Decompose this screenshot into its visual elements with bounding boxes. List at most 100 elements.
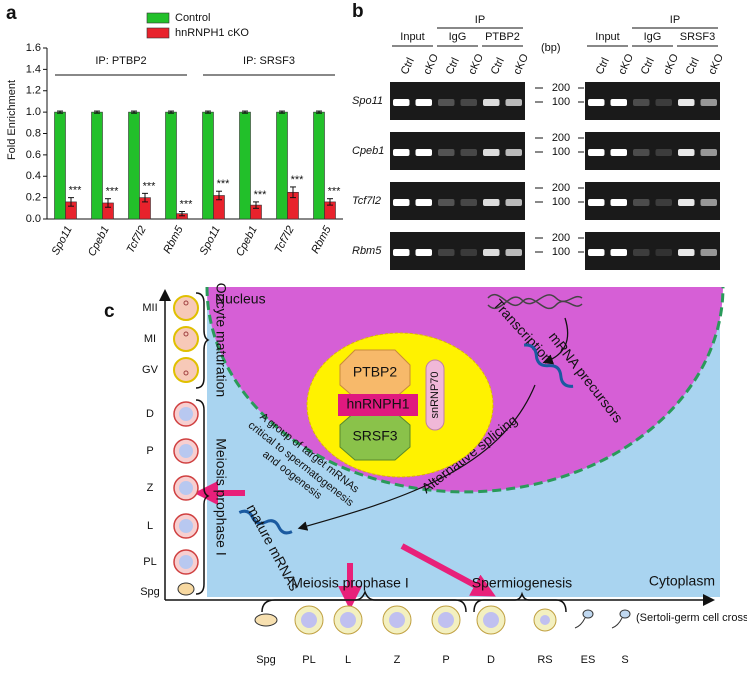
header-label: IP	[475, 14, 485, 26]
gel-band	[483, 199, 500, 206]
cell-nucleus	[389, 612, 405, 628]
gel-image	[390, 232, 525, 270]
gel-band	[415, 249, 432, 256]
marker-label: 200	[552, 132, 570, 144]
bar-chart: 0.0 0.2 0.4 0.6 0.8 1.0 1.2 1.4 1.6 *** Spo11 *** Cp…	[26, 12, 343, 258]
gel-image	[390, 182, 525, 220]
crosstalk-label: (Sertoli-germ cell crosstalk)	[636, 612, 747, 624]
lane-label: cKO	[466, 52, 486, 77]
gel-band	[438, 99, 455, 106]
significance-label: ***	[69, 185, 83, 197]
significance-label: ***	[217, 178, 231, 190]
cells: MII MI GV D P Z L PL Spg Spg PL L Z P D RS ES S	[140, 295, 631, 666]
stage-label: Z	[394, 654, 401, 666]
cell-nucleus	[179, 519, 193, 533]
gel-band	[393, 99, 410, 106]
gel-band	[655, 199, 672, 206]
nuclear-envelope	[205, 286, 725, 494]
x-tick-label: Tcf7l2	[125, 224, 149, 255]
error-bar	[179, 211, 185, 217]
gel-band	[393, 149, 410, 156]
stage-label: D	[146, 408, 154, 420]
oocyte	[173, 357, 199, 383]
gel-band	[588, 249, 605, 256]
nucleus-dot	[183, 370, 189, 376]
gel-band	[700, 149, 717, 156]
gel-band	[460, 99, 477, 106]
gel-band	[438, 149, 455, 156]
y-tick-label: 1.6	[26, 42, 41, 54]
error-bar	[57, 110, 63, 114]
marker-label: 100	[552, 246, 570, 258]
bracket	[195, 399, 210, 595]
cell-nucleus	[179, 407, 193, 421]
gel-band	[393, 199, 410, 206]
gel-image	[390, 82, 525, 120]
cytoplasm-label: Cytoplasm	[649, 573, 715, 589]
gel-band	[588, 149, 605, 156]
gel-image	[585, 182, 720, 220]
x-tick-label: Spo11	[50, 224, 75, 257]
group-label: IP: PTBP2	[95, 55, 146, 67]
spermatid	[582, 609, 594, 619]
header-label: Input	[400, 31, 424, 43]
bar	[91, 111, 103, 220]
error-bar	[242, 110, 248, 114]
gel-band	[460, 199, 477, 206]
srsf3-shape	[339, 411, 411, 461]
gel-band	[483, 249, 500, 256]
oocyte	[173, 326, 199, 352]
gel-band	[483, 149, 500, 156]
y-tick-label: 0.6	[26, 149, 41, 161]
gel-band	[505, 199, 522, 206]
stage-label: D	[487, 654, 495, 666]
stage-label: S	[621, 654, 628, 666]
gel-band	[655, 99, 672, 106]
y-tick-label: 0.0	[26, 213, 41, 225]
pink-arrow	[400, 543, 496, 597]
gel-band	[655, 249, 672, 256]
gel-band	[678, 249, 695, 256]
stage-label: RS	[537, 654, 552, 666]
complex-label: SRSF3	[352, 428, 397, 444]
error-bar	[131, 110, 137, 114]
panel-letter: c	[104, 301, 115, 322]
complex-label: snRNP70	[429, 371, 441, 418]
oocyte-label: Oocyte maturation	[213, 283, 229, 397]
gel-band	[700, 199, 717, 206]
gel-band	[505, 99, 522, 106]
gel-band	[415, 99, 432, 106]
gel-band	[610, 99, 627, 106]
marker-label: 100	[552, 96, 570, 108]
x-tick-label: Cpeb1	[234, 224, 260, 258]
gel-band	[700, 249, 717, 256]
cell-nucleus	[540, 615, 550, 625]
stage-label: Spg	[140, 586, 160, 598]
x-tick-label: Tcf7l2	[273, 224, 297, 255]
legend-label: hnRNPH1 cKO	[175, 27, 249, 39]
error-bar	[168, 110, 174, 114]
brace	[473, 591, 567, 613]
lane-label: Ctrl	[489, 56, 507, 77]
error-bar	[105, 198, 111, 208]
dna-helix	[487, 294, 583, 310]
gel-band	[460, 249, 477, 256]
stage-label: P	[146, 445, 153, 457]
stage-label: GV	[142, 364, 159, 376]
header-label: PTBP2	[485, 31, 520, 43]
bar	[165, 111, 177, 220]
nucleus-label: Nucleus	[215, 291, 266, 307]
hnrnph1-shape	[338, 394, 418, 416]
significance-label: ***	[254, 189, 268, 201]
significance-label: ***	[143, 180, 157, 192]
x-tick-label: Spo11	[198, 224, 223, 257]
gel-band	[610, 199, 627, 206]
x-tick-label: Rbm5	[309, 223, 334, 255]
gel-image	[390, 132, 525, 170]
gel-panel: (bp) Spo11 Cpeb1 Tcf7l2 Rbm5 Input IP IgG PTBP2…	[352, 14, 726, 270]
y-tick-label: 1.2	[26, 85, 41, 97]
gel-band	[633, 199, 650, 206]
error-bar	[68, 197, 74, 207]
lane-label: cKO	[706, 52, 726, 77]
gene-label: Rbm5	[352, 245, 382, 257]
